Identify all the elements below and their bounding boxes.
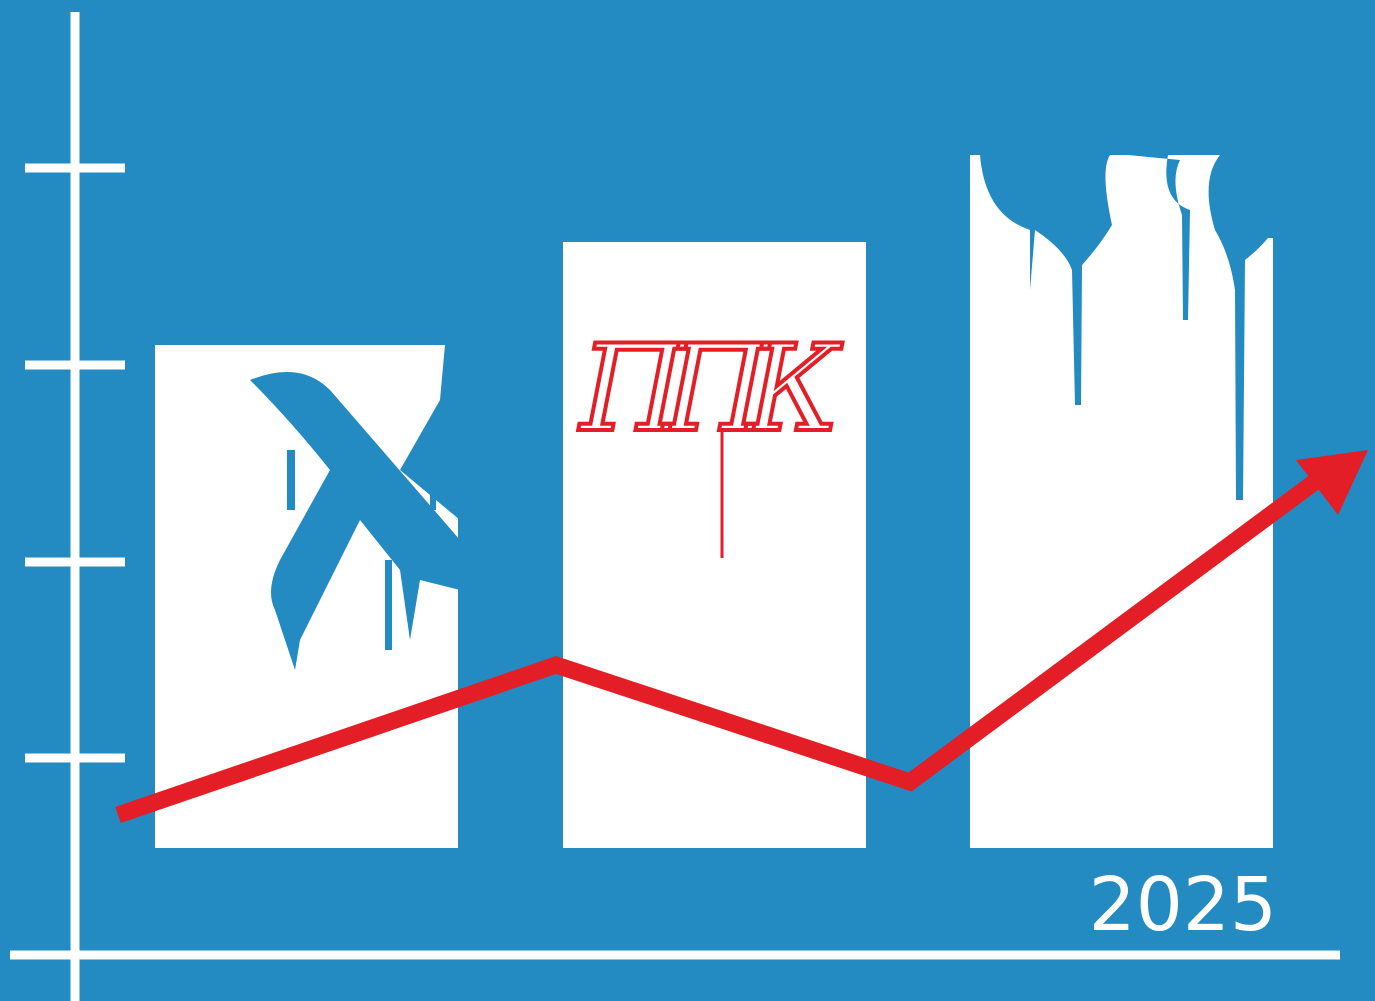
cross-mark bbox=[250, 345, 460, 670]
trend-line bbox=[115, 471, 1326, 824]
bar bbox=[970, 155, 1273, 848]
axes bbox=[10, 12, 1340, 1001]
paint-drips bbox=[980, 155, 1273, 500]
trend-arrowhead bbox=[1296, 450, 1368, 515]
graffiti: ППК bbox=[578, 320, 843, 459]
year-label: 2025 bbox=[1089, 862, 1277, 948]
